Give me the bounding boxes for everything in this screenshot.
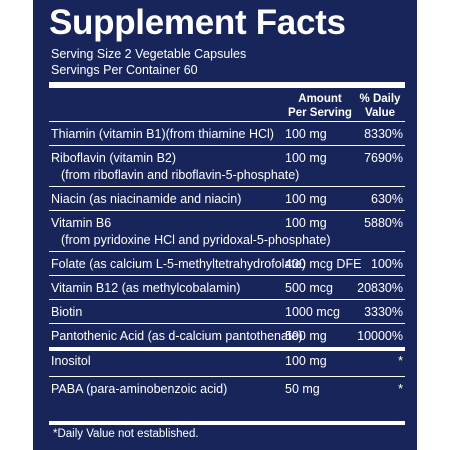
nutrient-daily-value: 3330% [364,305,403,319]
nutrient-name: Thiamin (vitamin B1)(from thiamine HCl) [51,127,274,141]
nutrient-name: Vitamin B12 (as methylcobalamin) [51,281,241,295]
table-row: Vitamin B6 (from pyridoxine HCl and pyrid… [49,210,405,251]
nutrient-amount: 50 mg [285,382,320,396]
nutrient-source: (from pyridoxine HCl and pyridoxal-5-pho… [61,233,331,247]
serving-size: Serving Size 2 Vegetable Capsules [51,47,247,61]
table-row: PABA (para-aminobenzoic acid) 50 mg * [49,376,405,400]
nutrient-amount: 100 mg [285,354,327,368]
nutrient-table: Thiamin (vitamin B1)(from thiamine HCl) 1… [49,121,405,400]
nutrient-daily-value: 5880% [364,216,403,230]
nutrient-amount: 100 mg [285,127,327,141]
panel-title: Supplement Facts [49,3,346,42]
nutrient-amount: 500 mg [285,329,327,343]
nutrient-amount: 1000 mcg [285,305,340,319]
nutrient-name: Pantothenic Acid (as d-calcium pantothen… [51,329,303,343]
table-row: Pantothenic Acid (as d-calcium pantothen… [49,323,405,347]
amount-header: Amount Per Serving [285,92,355,120]
table-row: Vitamin B12 (as methylcobalamin) 500 mcg 2… [49,275,405,299]
nutrient-amount: 400 mcg DFE [285,257,362,271]
nutrient-name: Inositol [51,354,91,368]
table-row: Niacin (as niacinamide and niacin) 100 mg… [49,186,405,210]
table-row: Thiamin (vitamin B1)(from thiamine HCl) 1… [49,121,405,145]
nutrient-name: PABA (para-aminobenzoic acid) [51,382,228,396]
nutrient-source: (from riboflavin and riboflavin-5-phosph… [61,168,300,182]
nutrient-daily-value: 7690% [364,151,403,165]
bottom-divider [49,421,405,425]
nutrient-amount: 100 mg [285,151,327,165]
nutrient-name: Niacin (as niacinamide and niacin) [51,192,242,206]
nutrient-daily-value: * [398,382,403,396]
nutrient-amount: 100 mg [285,192,327,206]
nutrient-name: Biotin [51,305,83,319]
amount-header-line2: Per Serving [288,107,352,119]
nutrient-daily-value: 8330% [364,127,403,141]
nutrient-daily-value: 100% [371,257,403,271]
nutrient-daily-value: 20830% [357,281,403,295]
nutrient-name: Folate (as calcium L-5-methyltetrahydrof… [51,257,306,271]
nutrient-amount: 500 mcg [285,281,333,295]
table-row: Riboflavin (vitamin B2) (from riboflavin … [49,145,405,186]
table-row: Folate (as calcium L-5-methyltetrahydrof… [49,251,405,275]
nutrient-daily-value: 10000% [357,329,403,343]
top-divider [49,82,405,88]
table-row: Inositol 100 mg * [49,347,405,376]
dv-header-line1: % Daily [359,93,401,105]
nutrient-name: Riboflavin (vitamin B2) [51,151,177,165]
nutrient-amount: 100 mg [285,216,327,230]
nutrient-name: Vitamin B6 [51,216,112,230]
nutrient-daily-value: * [398,354,403,368]
table-row: Biotin 1000 mcg 3330% [49,299,405,323]
daily-value-header: % Daily Value [353,92,407,120]
nutrient-daily-value: 630% [371,192,403,206]
amount-header-line1: Amount [298,93,342,105]
footnote: *Daily Value not established. [53,428,199,440]
dv-header-line2: Value [364,107,396,119]
servings-per-container: Servings Per Container 60 [51,63,198,77]
supplement-facts-panel: Supplement Facts Serving Size 2 Vegetabl… [33,0,417,450]
